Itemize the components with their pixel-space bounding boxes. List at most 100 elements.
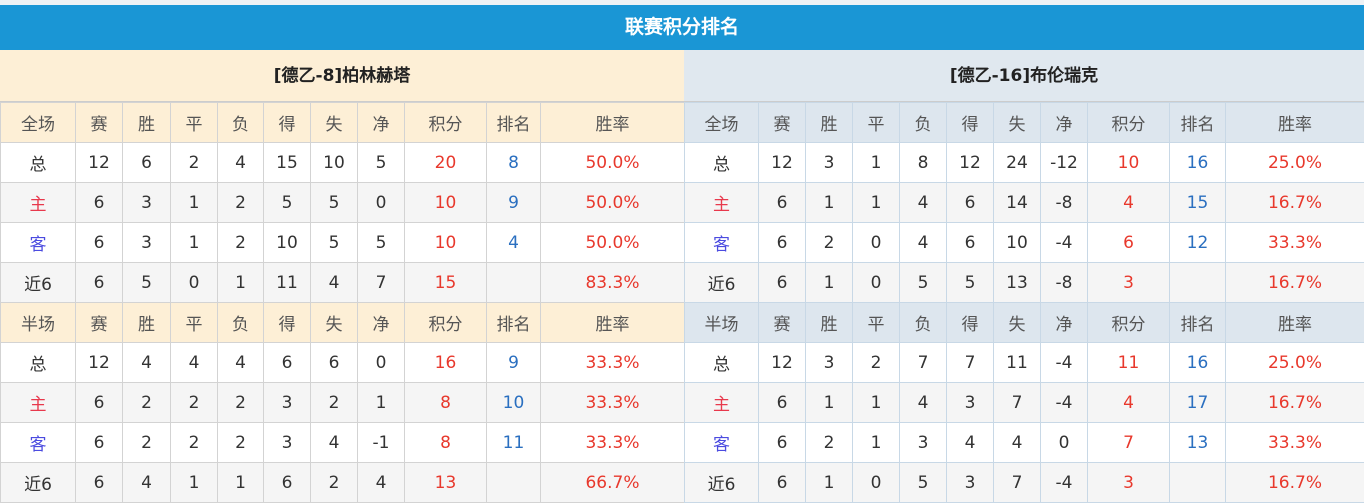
cell-rank: 9 bbox=[487, 343, 541, 383]
column-header-points: 积分 bbox=[1088, 103, 1170, 143]
cell-lost: 1 bbox=[218, 463, 264, 503]
cell-won: 4 bbox=[123, 463, 171, 503]
cell-rank bbox=[487, 263, 541, 303]
cell-played: 6 bbox=[759, 463, 806, 503]
cell-drawn: 1 bbox=[171, 223, 218, 263]
column-header-rank: 排名 bbox=[487, 303, 541, 343]
column-header-drawn: 平 bbox=[171, 303, 218, 343]
cell-goals-for: 12 bbox=[947, 143, 994, 183]
cell-played: 6 bbox=[76, 383, 123, 423]
cell-points: 7 bbox=[1088, 423, 1170, 463]
cell-goal-diff: -4 bbox=[1041, 223, 1088, 263]
cell-win-rate: 33.3% bbox=[541, 423, 685, 463]
column-header-drawn: 平 bbox=[171, 103, 218, 143]
cell-rank: 4 bbox=[487, 223, 541, 263]
cell-goal-diff: -12 bbox=[1041, 143, 1088, 183]
cell-won: 3 bbox=[123, 183, 171, 223]
cell-points: 11 bbox=[1088, 343, 1170, 383]
cell-lost: 4 bbox=[900, 223, 947, 263]
column-header-drawn: 平 bbox=[853, 303, 900, 343]
cell-lost: 4 bbox=[218, 343, 264, 383]
cell-goals-for: 6 bbox=[264, 463, 311, 503]
cell-goals-for: 3 bbox=[947, 463, 994, 503]
cell-points: 3 bbox=[1088, 263, 1170, 303]
column-header-played: 赛 bbox=[759, 103, 806, 143]
cell-goals-against: 4 bbox=[311, 423, 358, 463]
column-header-win-rate: 胜率 bbox=[541, 303, 685, 343]
column-header-lost: 负 bbox=[900, 303, 947, 343]
column-header-won: 胜 bbox=[123, 103, 171, 143]
cell-goals-against: 5 bbox=[311, 183, 358, 223]
cell-won: 5 bbox=[123, 263, 171, 303]
column-header-won: 胜 bbox=[806, 303, 853, 343]
cell-goal-diff: 1 bbox=[358, 383, 405, 423]
cell-played: 12 bbox=[76, 343, 123, 383]
cell-points: 15 bbox=[405, 263, 487, 303]
cell-lost: 3 bbox=[900, 423, 947, 463]
cell-lost: 2 bbox=[218, 383, 264, 423]
cell-won: 2 bbox=[806, 223, 853, 263]
cell-won: 4 bbox=[123, 343, 171, 383]
cell-goal-diff: 7 bbox=[358, 263, 405, 303]
cell-rank: 12 bbox=[1170, 223, 1226, 263]
cell-label: 近6 bbox=[1, 263, 76, 303]
cell-goal-diff: 5 bbox=[358, 223, 405, 263]
column-header-goal-diff: 净 bbox=[358, 103, 405, 143]
cell-lost: 7 bbox=[900, 343, 947, 383]
column-header-goals-against: 失 bbox=[311, 103, 358, 143]
cell-goals-against: 24 bbox=[994, 143, 1041, 183]
cell-goals-for: 6 bbox=[947, 223, 994, 263]
cell-played: 6 bbox=[759, 423, 806, 463]
cell-rank: 9 bbox=[487, 183, 541, 223]
cell-goal-diff: -4 bbox=[1041, 463, 1088, 503]
cell-points: 16 bbox=[405, 343, 487, 383]
cell-drawn: 1 bbox=[853, 183, 900, 223]
cell-rank bbox=[1170, 263, 1226, 303]
column-header-lost: 负 bbox=[900, 103, 947, 143]
cell-label: 总 bbox=[1, 343, 76, 383]
cell-points: 13 bbox=[405, 463, 487, 503]
cell-win-rate: 50.0% bbox=[541, 183, 685, 223]
full-header-row: 全场赛胜平负得失净积分排名胜率 bbox=[1, 103, 685, 143]
cell-played: 12 bbox=[759, 143, 806, 183]
cell-label: 客 bbox=[685, 423, 759, 463]
cell-rank: 16 bbox=[1170, 143, 1226, 183]
cell-label: 总 bbox=[685, 143, 759, 183]
column-header-goals-against: 失 bbox=[994, 303, 1041, 343]
cell-points: 8 bbox=[405, 423, 487, 463]
team-name: [德乙-8]柏林赫塔 bbox=[0, 50, 684, 102]
cell-label: 总 bbox=[1, 143, 76, 183]
cell-won: 3 bbox=[123, 223, 171, 263]
cell-goals-for: 5 bbox=[264, 183, 311, 223]
cell-lost: 5 bbox=[900, 463, 947, 503]
cell-won: 1 bbox=[806, 383, 853, 423]
standings-title: 联赛积分排名 bbox=[0, 5, 1364, 50]
cell-label: 近6 bbox=[685, 263, 759, 303]
full-header-row: 全场赛胜平负得失净积分排名胜率 bbox=[685, 103, 1364, 143]
cell-drawn: 1 bbox=[171, 463, 218, 503]
cell-won: 1 bbox=[806, 263, 853, 303]
cell-label: 主 bbox=[685, 183, 759, 223]
cell-rank: 11 bbox=[487, 423, 541, 463]
cell-drawn: 2 bbox=[171, 423, 218, 463]
cell-win-rate: 16.7% bbox=[1226, 463, 1364, 503]
cell-label: 客 bbox=[685, 223, 759, 263]
column-header-drawn: 平 bbox=[853, 103, 900, 143]
cell-drawn: 0 bbox=[853, 463, 900, 503]
cell-played: 6 bbox=[759, 223, 806, 263]
cell-win-rate: 50.0% bbox=[541, 223, 685, 263]
column-header-played: 赛 bbox=[76, 303, 123, 343]
cell-lost: 4 bbox=[900, 183, 947, 223]
half-header-row: 半场赛胜平负得失净积分排名胜率 bbox=[685, 303, 1364, 343]
cell-goals-for: 6 bbox=[947, 183, 994, 223]
